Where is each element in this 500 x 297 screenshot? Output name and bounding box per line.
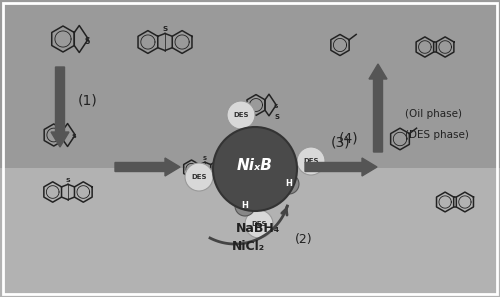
Circle shape [213, 127, 297, 211]
FancyArrow shape [115, 158, 180, 176]
Bar [0, 168, 500, 297]
Text: (4): (4) [338, 132, 358, 146]
Text: DES: DES [252, 221, 267, 227]
Circle shape [297, 147, 325, 175]
Text: S: S [72, 134, 76, 139]
Text: S: S [203, 156, 207, 161]
Text: (Oil phase): (Oil phase) [405, 109, 462, 119]
FancyArrow shape [369, 64, 387, 152]
Text: S: S [273, 104, 278, 109]
Circle shape [279, 174, 299, 194]
Text: S: S [66, 178, 70, 183]
Circle shape [245, 210, 273, 238]
Text: (2): (2) [295, 233, 312, 246]
Text: NiₓB: NiₓB [237, 157, 273, 173]
Text: NaBH₄: NaBH₄ [236, 222, 280, 236]
Bar [0, 0, 500, 168]
Text: DES: DES [303, 158, 319, 164]
Text: (DES phase): (DES phase) [405, 130, 469, 140]
Text: (3): (3) [331, 136, 351, 150]
Text: S: S [84, 37, 90, 45]
Text: DES: DES [233, 112, 249, 118]
Text: S: S [162, 26, 168, 32]
Text: H: H [286, 179, 292, 189]
Circle shape [185, 163, 213, 191]
Circle shape [227, 101, 255, 129]
Text: NiCl₂: NiCl₂ [232, 241, 264, 254]
FancyArrow shape [51, 67, 69, 147]
FancyArrow shape [305, 158, 377, 176]
Text: S: S [274, 114, 280, 120]
Text: DES: DES [191, 174, 207, 180]
Text: (1): (1) [78, 93, 98, 107]
Text: H: H [242, 201, 248, 211]
Circle shape [235, 196, 255, 216]
